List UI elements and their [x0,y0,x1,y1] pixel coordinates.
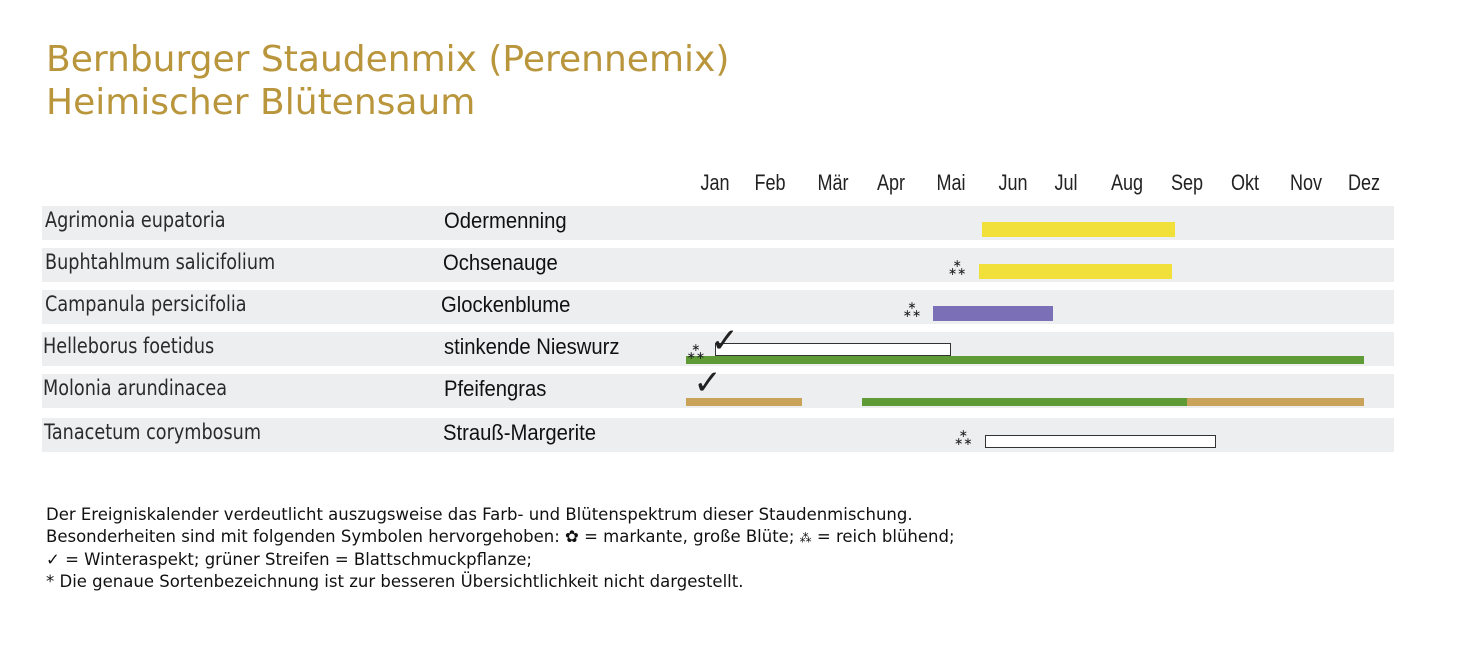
calendar-row: Campanula persicifolia Glockenblume ∗ ∗∗ [42,290,1394,324]
flower-icon: ✿ [565,526,579,546]
calendar-row: Agrimonia eupatoria Odermenning [42,206,1394,240]
winteraspekt-icon: ✓ [710,321,740,361]
month-label: Nov [1289,170,1323,195]
reich-bluehend-icon: ∗ ∗∗ [954,427,973,448]
reich-bluehend-icon: ∗ ∗∗ [947,257,967,278]
footnote-line-3: ✓ = Winteraspekt; grüner Streifen = Blat… [46,549,955,571]
month-label: Mär [817,170,849,195]
page-title: Bernburger Staudenmix (Perennemix) Heimi… [46,38,729,124]
month-label: Jan [700,170,730,195]
month-label: Apr [876,170,906,195]
winteraspekt-icon: ✓ [693,363,722,403]
footnote-line-2: Besonderheiten sind mit folgenden Symbol… [46,526,955,550]
common-name: Strauß-Margerite [443,420,596,445]
month-label: Feb [754,170,786,195]
latin-name: Molonia arundinacea [43,376,228,400]
footnote-line-1: Der Ereigniskalender verdeutlicht auszug… [46,505,913,524]
footnote-line-2-a: Besonderheiten sind mit folgenden Symbol… [46,526,560,546]
check-icon: ✓ [46,550,60,569]
month-axis: Jan Feb Mär Apr Mai Jun Jul Aug Sep Okt Nov Dez [0,170,1470,204]
month-label: Aug [1110,170,1144,195]
bloom-bar [982,222,1175,237]
latin-name: Agrimonia eupatoria [45,208,226,232]
common-name: Ochsenauge [443,250,558,275]
calendar-row: Buphtahlmum salicifolium Ochsenauge ∗ ∗∗ [42,248,1394,282]
month-label: Mai [936,170,966,195]
month-label: Jun [998,170,1028,195]
latin-name: Helleborus foetidus [43,334,215,358]
reich-bluehend-icon: ∗ ∗∗ [902,299,922,320]
month-label: Sep [1170,170,1204,195]
common-name: stinkende Nieswurz [444,334,620,359]
month-label: Jul [1054,170,1078,195]
footnote-line-3-text: = Winteraspekt; grüner Streifen = Blatts… [65,550,532,569]
common-name: Pfeifengras [444,376,547,401]
footnote-line-2-b: = markante, große Blüte; [584,526,795,546]
month-label: Okt [1230,170,1260,195]
month-label: Dez [1347,170,1381,195]
leaf-bar [686,356,1364,364]
calendar-row: Tanacetum corymbosum Strauß-Margerite ∗ ∗∗ [42,418,1394,452]
latin-name: Buphtahlmum salicifolium [45,250,276,274]
leaf-bar [862,398,1187,406]
bloom-bar [715,343,951,356]
common-name: Odermenning [444,208,567,233]
footnote: Der Ereigniskalender verdeutlicht auszug… [46,504,955,592]
bloom-bar [985,435,1216,448]
calendar-row: Helleborus foetidus stinkende Nieswurz ∗ ∗∗… [42,324,1394,366]
title-line-1: Bernburger Staudenmix (Perennemix) [46,39,730,80]
title-line-2: Heimischer Blütensaum [46,82,476,123]
leaf-bar [1187,398,1364,406]
common-name: Glockenblume [441,292,571,317]
bloom-bar [978,264,1172,279]
calendar-row: Molonia arundinacea Pfeifengras ✓ [42,366,1394,408]
footnote-line-2-c: = reich blühend; [816,526,955,546]
reich-bluehend-icon: ∗ ∗∗ [686,341,706,362]
bloom-bar [933,306,1053,321]
latin-name: Tanacetum corymbosum [44,420,262,444]
latin-name: Campanula persicifolia [45,292,247,316]
leaf-bar [686,398,802,406]
footnote-line-4: * Die genaue Sortenbezeichnung ist zur b… [46,571,744,591]
stars-icon: ⁂ [799,530,812,545]
